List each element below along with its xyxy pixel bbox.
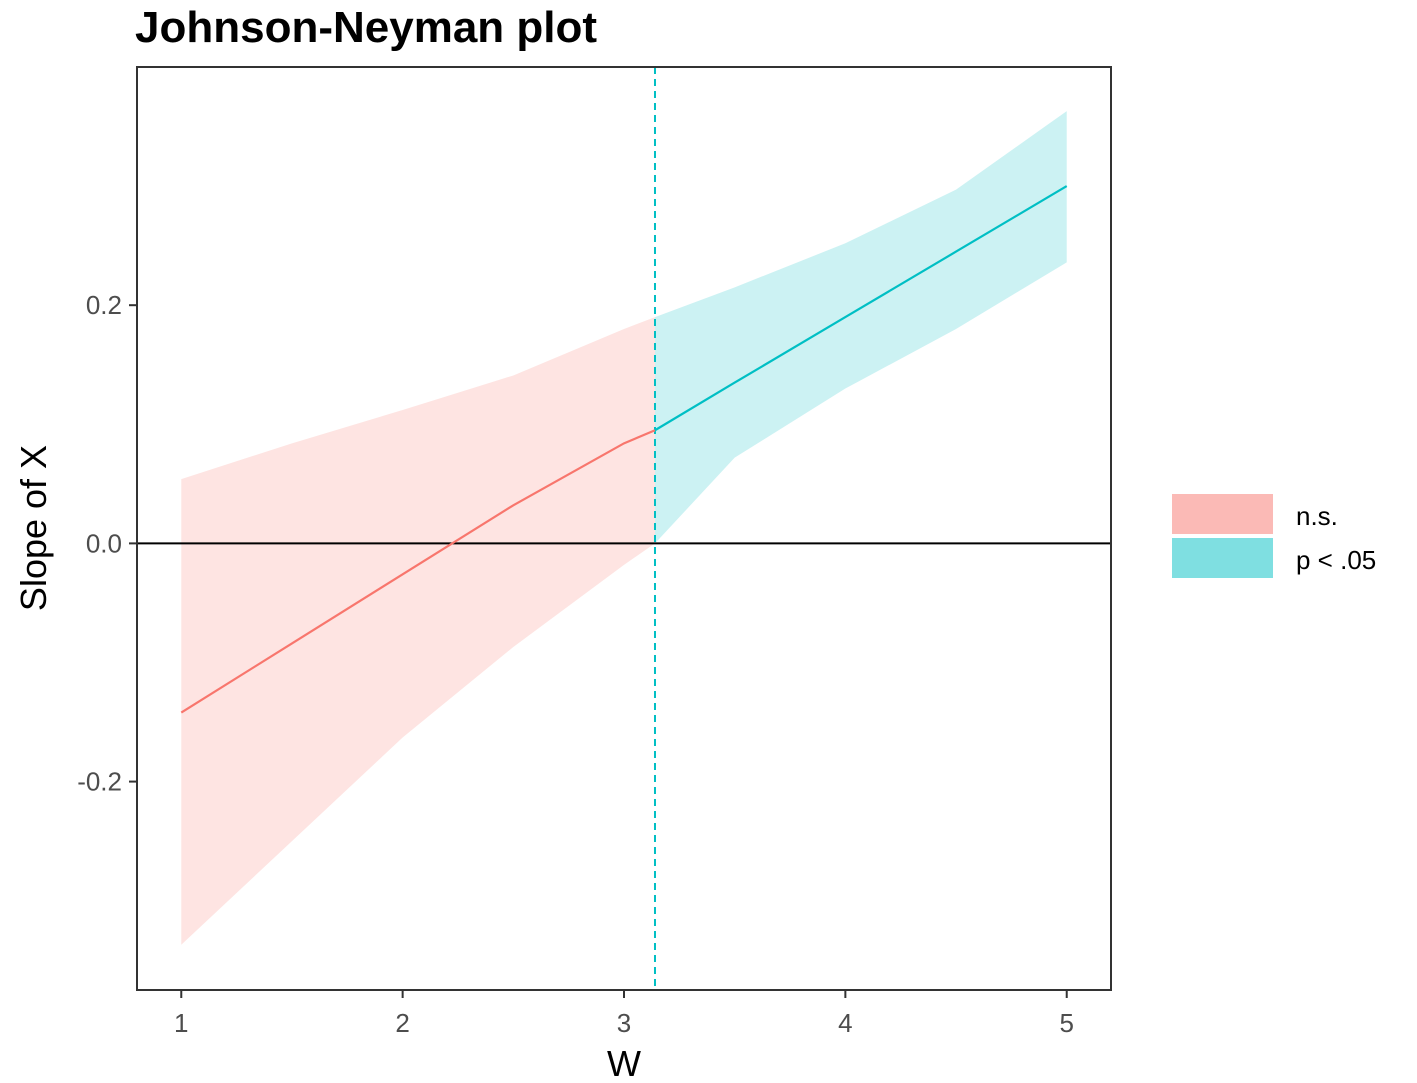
y-tick-label: -0.2: [77, 767, 122, 797]
x-tick-label: 2: [395, 1008, 409, 1038]
x-axis-ticks: 1 2 3 4 5: [174, 990, 1074, 1038]
y-tick-label: 0.2: [86, 290, 122, 320]
legend-key-ns: [1172, 494, 1273, 534]
y-axis-ticks: -0.2 0.0 0.2: [77, 290, 137, 797]
x-axis-title: W: [607, 1043, 641, 1083]
slope-line-significant: [654, 185, 1068, 432]
confidence-bands: [181, 111, 1067, 945]
confidence-band-significant: [654, 111, 1067, 544]
x-tick-label: 1: [174, 1008, 188, 1038]
legend-label-ns: n.s.: [1296, 501, 1338, 531]
x-tick-label: 4: [838, 1008, 852, 1038]
y-tick-label: 0.0: [86, 528, 122, 558]
slope-line-ns: [180, 429, 656, 714]
series-lines: [180, 185, 1068, 714]
legend-label-significant: p < .05: [1296, 545, 1376, 575]
y-axis-title: Slope of X: [13, 445, 54, 611]
reference-lines: [137, 67, 1111, 990]
confidence-band-ns: [181, 317, 655, 945]
x-tick-label: 5: [1059, 1008, 1073, 1038]
chart-title: Johnson-Neyman plot: [135, 3, 597, 52]
legend-key-significant: [1172, 538, 1273, 578]
legend: n.s. p < .05: [1172, 494, 1376, 578]
x-tick-label: 3: [617, 1008, 631, 1038]
